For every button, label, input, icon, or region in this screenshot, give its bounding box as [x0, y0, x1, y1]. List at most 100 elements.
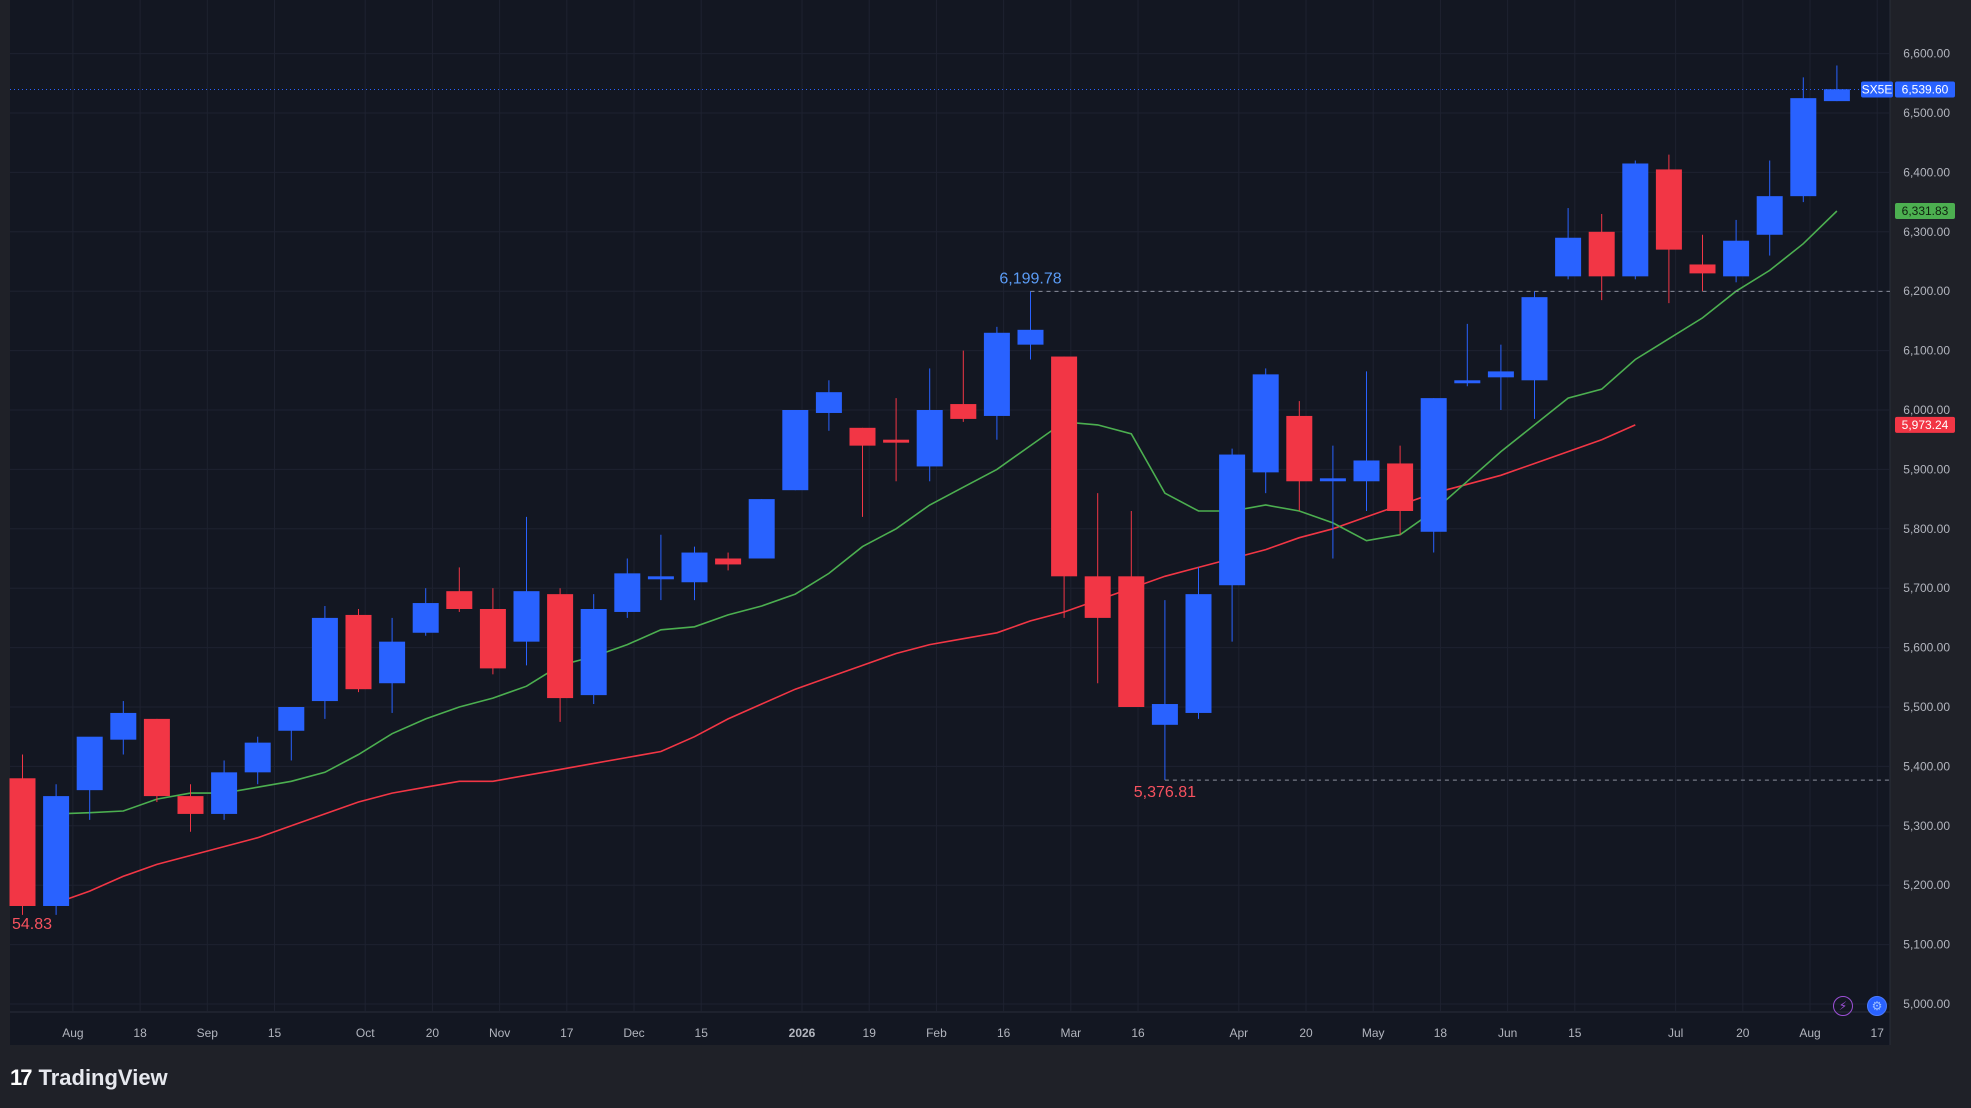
- candle: [345, 608, 372, 693]
- candle-body: [681, 552, 708, 583]
- time-tick-label: Dec: [623, 1026, 644, 1040]
- time-tick-label: Jul: [1668, 1026, 1683, 1040]
- candle: [983, 326, 1010, 440]
- candle: [479, 588, 506, 675]
- high-marker-label: 6,199.78: [999, 270, 1061, 287]
- candle: [1387, 445, 1414, 535]
- price-tick-label: 5,600.00: [1903, 641, 1950, 655]
- time-tick-label: Jun: [1498, 1026, 1517, 1040]
- last-price-tag: 6,539.60: [1895, 81, 1955, 98]
- plot-area[interactable]: [10, 0, 1890, 1045]
- candle-body: [345, 614, 372, 690]
- candle: [1252, 368, 1279, 494]
- time-tick-label: Aug: [1799, 1026, 1820, 1040]
- candle-body: [1823, 89, 1850, 102]
- time-tick-label: 15: [1568, 1026, 1582, 1040]
- price-axis[interactable]: 5,000.00 5,100.00 5,200.00 5,300.00 5,400.00…: [1903, 47, 1950, 1011]
- tradingview-logo-icon: 17: [10, 1065, 33, 1090]
- candle-body: [1185, 594, 1212, 713]
- candle-body: [479, 608, 506, 669]
- candle: [43, 784, 70, 915]
- candle-body: [1420, 398, 1447, 532]
- candle-body: [1555, 237, 1582, 277]
- candle: [244, 736, 271, 785]
- symbol-tag-text: SX5E: [1862, 82, 1893, 96]
- candle-body: [1588, 231, 1615, 277]
- candle: [1017, 291, 1044, 360]
- time-tick-label: Mar: [1060, 1026, 1081, 1040]
- candle-body: [1756, 196, 1783, 235]
- candle: [143, 718, 170, 803]
- candle: [1353, 371, 1380, 511]
- candle-body: [748, 499, 775, 559]
- candle: [1420, 398, 1447, 553]
- time-tick-label: 17: [1871, 1026, 1885, 1040]
- candle: [177, 784, 204, 832]
- candle: [1487, 344, 1514, 410]
- candle: [1118, 510, 1145, 707]
- time-tick-label: 20: [1736, 1026, 1750, 1040]
- candle-body: [916, 410, 943, 467]
- last-price-tag-text: 6,539.60: [1902, 82, 1949, 96]
- candle-body: [950, 404, 977, 419]
- candle: [647, 534, 674, 601]
- candle-body: [1521, 297, 1548, 381]
- candle-body: [110, 712, 137, 740]
- candle-body: [9, 778, 36, 906]
- candle: [715, 552, 742, 571]
- settings-icon[interactable]: ⚙: [1867, 996, 1887, 1016]
- candle-body: [311, 617, 338, 702]
- price-tick-label: 6,000.00: [1903, 403, 1950, 417]
- candle-body: [379, 641, 406, 684]
- time-tick-label: 16: [997, 1026, 1011, 1040]
- candle: [9, 754, 36, 915]
- candle-body: [43, 796, 70, 906]
- price-tick-label: 5,400.00: [1903, 759, 1950, 773]
- ma-fast-tag-text: 6,331.83: [1902, 204, 1949, 218]
- candle-body: [1723, 240, 1750, 277]
- candle-body: [1689, 264, 1716, 274]
- flash-icon[interactable]: ⚡: [1833, 996, 1853, 1016]
- candle: [1219, 448, 1246, 642]
- time-axis[interactable]: Aug 18 Sep 15 Oct 20 Nov 17 Dec 15 2026 19 Feb 16 Mar 1…: [62, 1026, 1884, 1040]
- candle-body: [177, 796, 204, 814]
- ma-fast-line: [56, 210, 1838, 815]
- candle: [1555, 208, 1582, 280]
- price-tick-label: 5,500.00: [1903, 700, 1950, 714]
- candle-body: [278, 707, 305, 731]
- time-tick-label: 15: [268, 1026, 282, 1040]
- candle: [849, 427, 876, 517]
- price-tick-label: 5,900.00: [1903, 462, 1950, 476]
- price-tick-label: 5,300.00: [1903, 819, 1950, 833]
- symbol-tag-bg: [1861, 81, 1893, 98]
- candle: [1286, 401, 1313, 511]
- candle: [1655, 154, 1682, 304]
- time-tick-label: 20: [1299, 1026, 1313, 1040]
- candle-body: [1051, 356, 1078, 577]
- candle: [446, 567, 473, 612]
- candle: [1521, 291, 1548, 419]
- candle-body: [513, 591, 540, 642]
- candle: [1756, 160, 1783, 256]
- candle: [1689, 234, 1716, 292]
- candle: [748, 499, 775, 559]
- candle: [1723, 219, 1750, 283]
- candle-body: [1151, 704, 1178, 725]
- time-tick-label: May: [1362, 1026, 1385, 1040]
- time-tick-label: 20: [426, 1026, 440, 1040]
- candle-body: [782, 410, 809, 491]
- price-tick-label: 6,200.00: [1903, 284, 1950, 298]
- candle-body: [547, 594, 574, 699]
- brand-name: TradingView: [38, 1065, 168, 1090]
- candle: [513, 516, 540, 666]
- candle-body: [1790, 98, 1817, 197]
- tradingview-brand[interactable]: 17 TradingView: [10, 1062, 168, 1094]
- ma-slow-tag-text: 5,973.24: [1902, 418, 1949, 432]
- candle-body: [815, 392, 842, 413]
- candle-body: [1353, 460, 1380, 482]
- candle: [1084, 493, 1111, 684]
- price-tick-label: 5,100.00: [1903, 938, 1950, 952]
- candle-body: [446, 591, 473, 609]
